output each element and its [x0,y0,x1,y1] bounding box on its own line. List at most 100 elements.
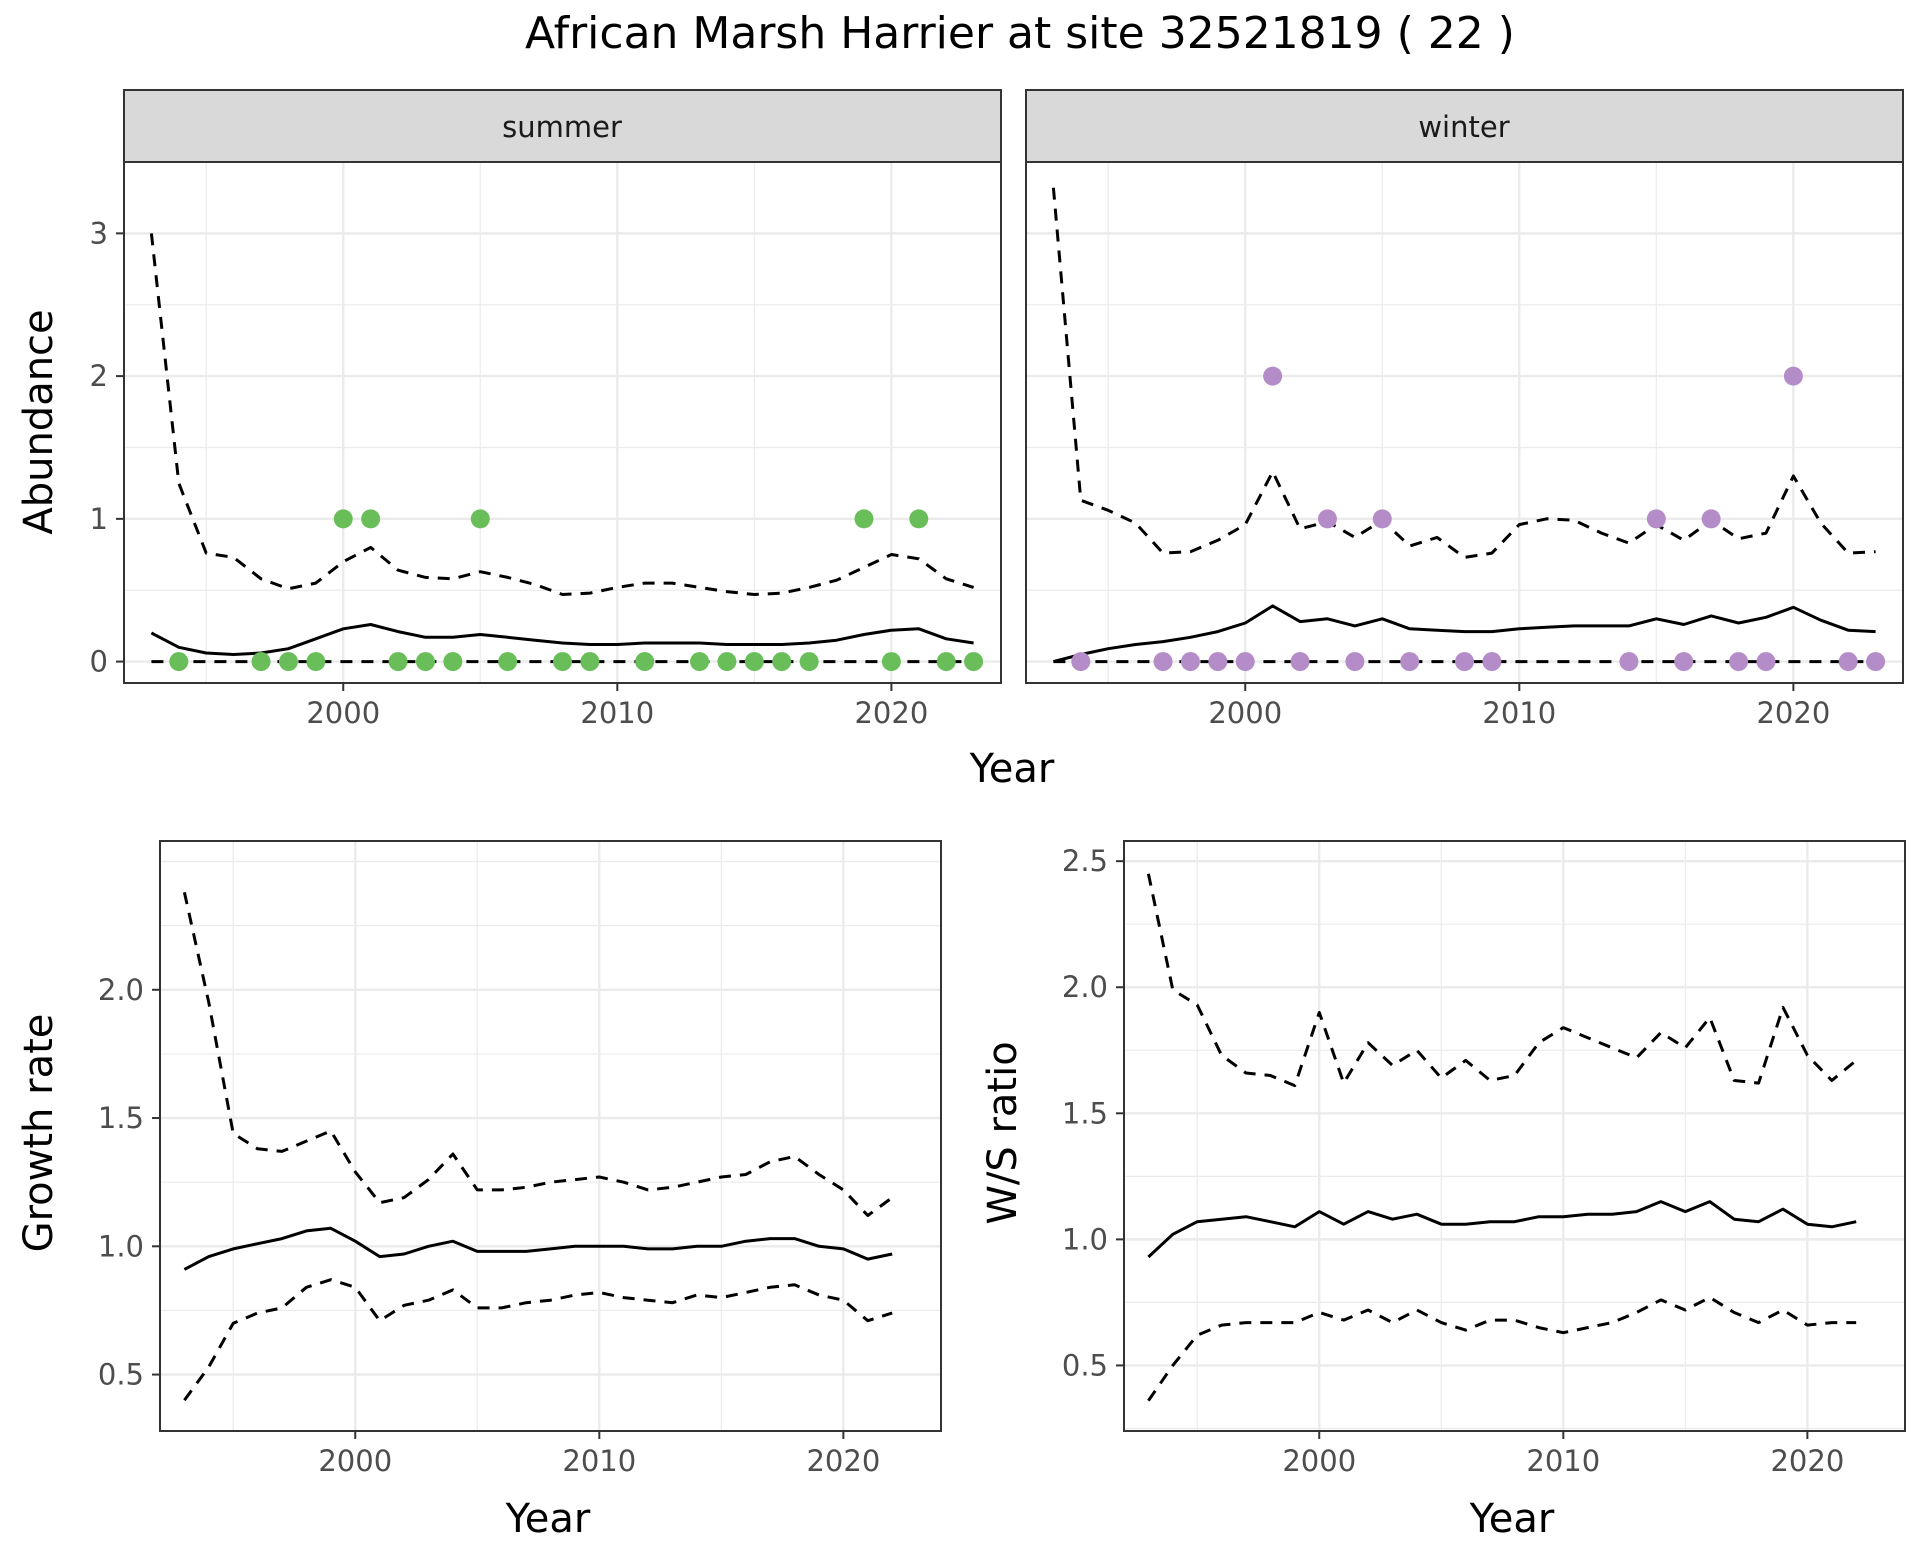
y-tick-label: 2 [90,359,108,393]
series-estimate-line [1053,604,1876,664]
observation-point [251,652,271,672]
observation-point [1783,366,1803,386]
panel-winter: 2000 2010 2020 [1025,161,1904,730]
x-tick-label: 2020 [1756,696,1830,730]
y-tick-label: 1.5 [98,1101,144,1135]
observation-point [964,652,984,672]
observation-point [881,652,901,672]
observation-point [470,509,490,529]
observation-point [635,652,655,672]
observation-point [854,509,874,529]
observation-point [553,652,572,672]
series-estimate-line [1147,1200,1857,1259]
observation-point [1866,652,1886,672]
observation-point [1701,509,1721,529]
observation-point [744,652,764,672]
plot-background [124,162,1001,683]
panel-frame [1025,161,1904,684]
x-tick-label: 2010 [1526,1444,1600,1478]
growth-y-axis-title: Growth rate [16,1014,62,1253]
series-upper-line [149,233,975,596]
series-estimate-line [150,623,974,656]
strip-summer: summer [123,89,1002,163]
panel-growth-rate: 2000 2010 2020 0.5 1.0 1.5 2.0 [98,840,942,1478]
observation-point [1756,652,1776,672]
x-tick-label: 2000 [1282,1444,1356,1478]
observation-point [690,652,710,672]
observation-point [333,509,353,529]
y-tick-label: 1.5 [1062,1096,1108,1130]
observation-point [1208,652,1228,672]
series-upper-line [1051,187,1876,559]
series-upper-line [1146,873,1858,1088]
y-tick-label: 2.0 [1062,970,1108,1004]
observation-point [1235,652,1255,672]
series-upper-line [182,891,894,1217]
observation-point [717,652,737,672]
observation-point [1317,509,1337,529]
series-lower-line [1147,1295,1857,1402]
panel-frame [159,840,942,1432]
x-tick-label: 2000 [306,696,380,730]
observation-point [1455,652,1474,672]
observation-point [1263,366,1283,386]
observation-point [936,652,956,672]
ratio-y-axis-title: W/S ratio [980,1041,1026,1224]
x-tick-label: 2000 [1208,696,1282,730]
x-tick-label: 2010 [580,696,654,730]
x-tick-label: 2020 [1770,1444,1844,1478]
observation-point [580,652,600,672]
observation-point [1729,652,1749,672]
x-tick-label: 2020 [854,696,928,730]
observation-point [1372,509,1392,529]
observation-point [1071,652,1091,672]
top-x-axis-title: Year [969,746,1055,792]
strip-winter-label: winter [1418,110,1509,144]
strip-summer-label: summer [502,110,622,144]
observation-point [361,509,381,529]
y-tick-label: 1 [90,502,108,536]
panel-frame [123,161,1002,684]
observation-point [772,652,792,672]
y-tick-label: 0.5 [98,1358,144,1392]
observation-point [498,652,518,672]
observation-point [1400,652,1420,672]
y-tick-label: 3 [90,216,108,250]
observation-point [388,652,408,672]
x-tick-label: 2010 [562,1444,636,1478]
observation-point [1482,652,1502,672]
observation-point [443,652,463,672]
observation-point [1619,652,1639,672]
series-lower-line [183,1278,893,1402]
plot-background [1124,841,1905,1431]
x-tick-label: 2020 [806,1444,880,1478]
y-tick-label: 2.0 [98,973,144,1007]
observation-point [169,652,189,672]
ratio-x-axis-title: Year [1469,1496,1555,1542]
observation-point [1153,652,1173,672]
panel-frame [1123,840,1906,1432]
observation-point [909,509,929,529]
observation-point [1646,509,1666,529]
observation-point [1838,652,1858,672]
plot-background [1026,162,1903,683]
plot-background [160,841,941,1431]
y-tick-label: 0 [90,645,108,679]
y-tick-label: 1.0 [1062,1222,1108,1256]
series-estimate-line [183,1226,893,1271]
observation-point [1290,652,1310,672]
observation-point [1180,652,1200,672]
x-tick-label: 2010 [1482,696,1556,730]
panel-ws-ratio: 2000 2010 2020 0.5 1.0 1.5 2.0 2.5 [1062,840,1906,1478]
y-tick-label: 1.0 [98,1229,144,1263]
observation-point [278,652,298,672]
observation-point [1674,652,1694,672]
observation-point [1345,652,1365,672]
strip-summer-box [123,89,1002,163]
top-y-axis-title: Abundance [16,309,62,534]
observation-point [306,652,326,672]
strip-winter-box [1025,89,1904,163]
strip-winter: winter [1025,89,1904,163]
y-tick-label: 0.5 [1062,1348,1108,1382]
